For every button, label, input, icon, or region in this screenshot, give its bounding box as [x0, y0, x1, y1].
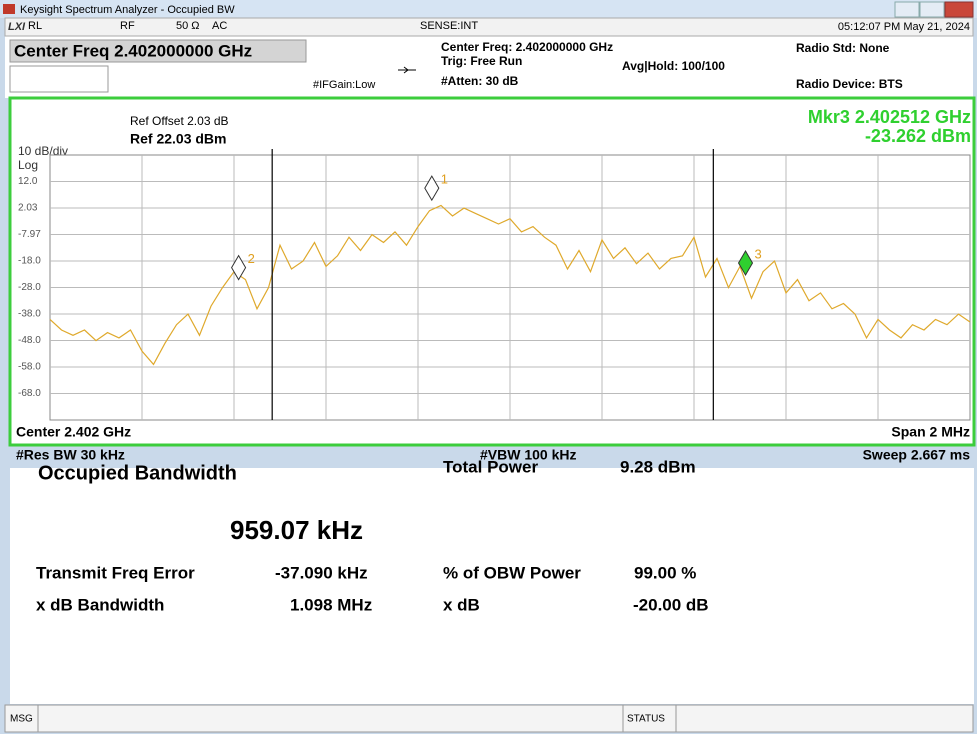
- marker-freq: Mkr3 2.402512 GHz: [808, 107, 971, 127]
- maximize-button[interactable]: [919, 1, 945, 18]
- y-tick-label: -7.97: [18, 229, 41, 240]
- xdb-label: x dB: [443, 595, 480, 614]
- sense: SENSE:INT: [420, 20, 478, 32]
- y-tick-label: -18.0: [18, 256, 41, 267]
- radio-std: Radio Std: None: [796, 41, 890, 55]
- y-tick-label: -38.0: [18, 309, 41, 320]
- obw-label: Occupied Bandwidth: [38, 462, 237, 484]
- obw-value: 959.07 kHz: [230, 515, 363, 545]
- y-tick-label: 2.03: [18, 203, 38, 214]
- span: Span 2 MHz: [891, 424, 970, 440]
- entry-box[interactable]: [9, 65, 109, 93]
- marker-label: 3: [755, 246, 762, 261]
- freq-error-value: -37.090 kHz: [275, 563, 368, 582]
- xdb-bw-label: x dB Bandwidth: [36, 595, 164, 614]
- center-freq: Center Freq 2.402000000 GHz: [14, 41, 252, 60]
- y-tick-label: 12.0: [18, 176, 38, 187]
- marker-diamond: [424, 175, 440, 202]
- marker-diamond: [231, 254, 247, 281]
- sweep: Sweep 2.667 ms: [863, 447, 971, 463]
- trigger-icon: [398, 66, 416, 74]
- marker-level: -23.262 dBm: [865, 126, 971, 146]
- y-tick-label: -58.0: [18, 362, 41, 373]
- y-tick-label: -68.0: [18, 388, 41, 399]
- xdb-value: -20.00 dB: [633, 595, 709, 614]
- app-icon: [3, 4, 15, 14]
- y-tick-label: -48.0: [18, 335, 41, 346]
- trig: Trig: Free Run: [441, 54, 522, 68]
- datetime: 05:12:07 PM May 21, 2024: [838, 21, 970, 33]
- y-tick-label: -28.0: [18, 282, 41, 293]
- total-power-value: 9.28 dBm: [620, 457, 696, 476]
- obw-power-value: 99.00 %: [634, 563, 696, 582]
- scale-type: Log: [18, 158, 38, 172]
- rf: RF: [120, 20, 135, 32]
- title-bar: [0, 0, 977, 18]
- status: STATUS: [627, 714, 665, 725]
- center: Center 2.402 GHz: [16, 424, 131, 440]
- msg: MSG: [10, 714, 33, 725]
- results-panel: [10, 468, 974, 704]
- total-power-label: Total Power: [443, 457, 538, 476]
- ref-offset: Ref Offset 2.03 dB: [130, 114, 229, 128]
- obw-power-label: % of OBW Power: [443, 563, 581, 582]
- status-strip: [4, 17, 974, 37]
- trace: [49, 204, 971, 366]
- radio-device: Radio Device: BTS: [796, 77, 903, 91]
- marker-label: 1: [441, 172, 448, 187]
- avg-hold: Avg|Hold: 100/100: [622, 59, 725, 73]
- center-freq-box[interactable]: [9, 39, 307, 63]
- vbw: #VBW 100 kHz: [480, 447, 576, 463]
- window-title: Keysight Spectrum Analyzer - Occupied BW: [20, 4, 235, 16]
- center-freq-info: Center Freq: 2.402000000 GHz: [441, 40, 613, 54]
- atten: #Atten: 30 dB: [441, 74, 519, 88]
- marker-label: 2: [248, 251, 255, 266]
- ref-level: Ref 22.03 dBm: [130, 131, 226, 147]
- plot: 12.0 2.03 -7.97 -18.0 -28.0 -38.0 -48.0 -58.0 -6…: [18, 149, 971, 421]
- coupling: AC: [212, 20, 227, 32]
- if-gain: #IFGain:Low: [313, 79, 375, 91]
- res-bw: #Res BW 30 kHz: [16, 447, 125, 463]
- xdb-bw-value: 1.098 MHz: [290, 595, 372, 614]
- lxi-logo: LXI: [8, 21, 26, 33]
- status-bar: [4, 704, 974, 733]
- marker-diamond: [737, 250, 754, 277]
- rl: RL: [28, 20, 42, 32]
- impedance: 50 Ω: [176, 20, 200, 32]
- freq-error-label: Transmit Freq Error: [36, 563, 195, 582]
- close-button[interactable]: [944, 1, 974, 18]
- minimize-button[interactable]: [894, 1, 920, 18]
